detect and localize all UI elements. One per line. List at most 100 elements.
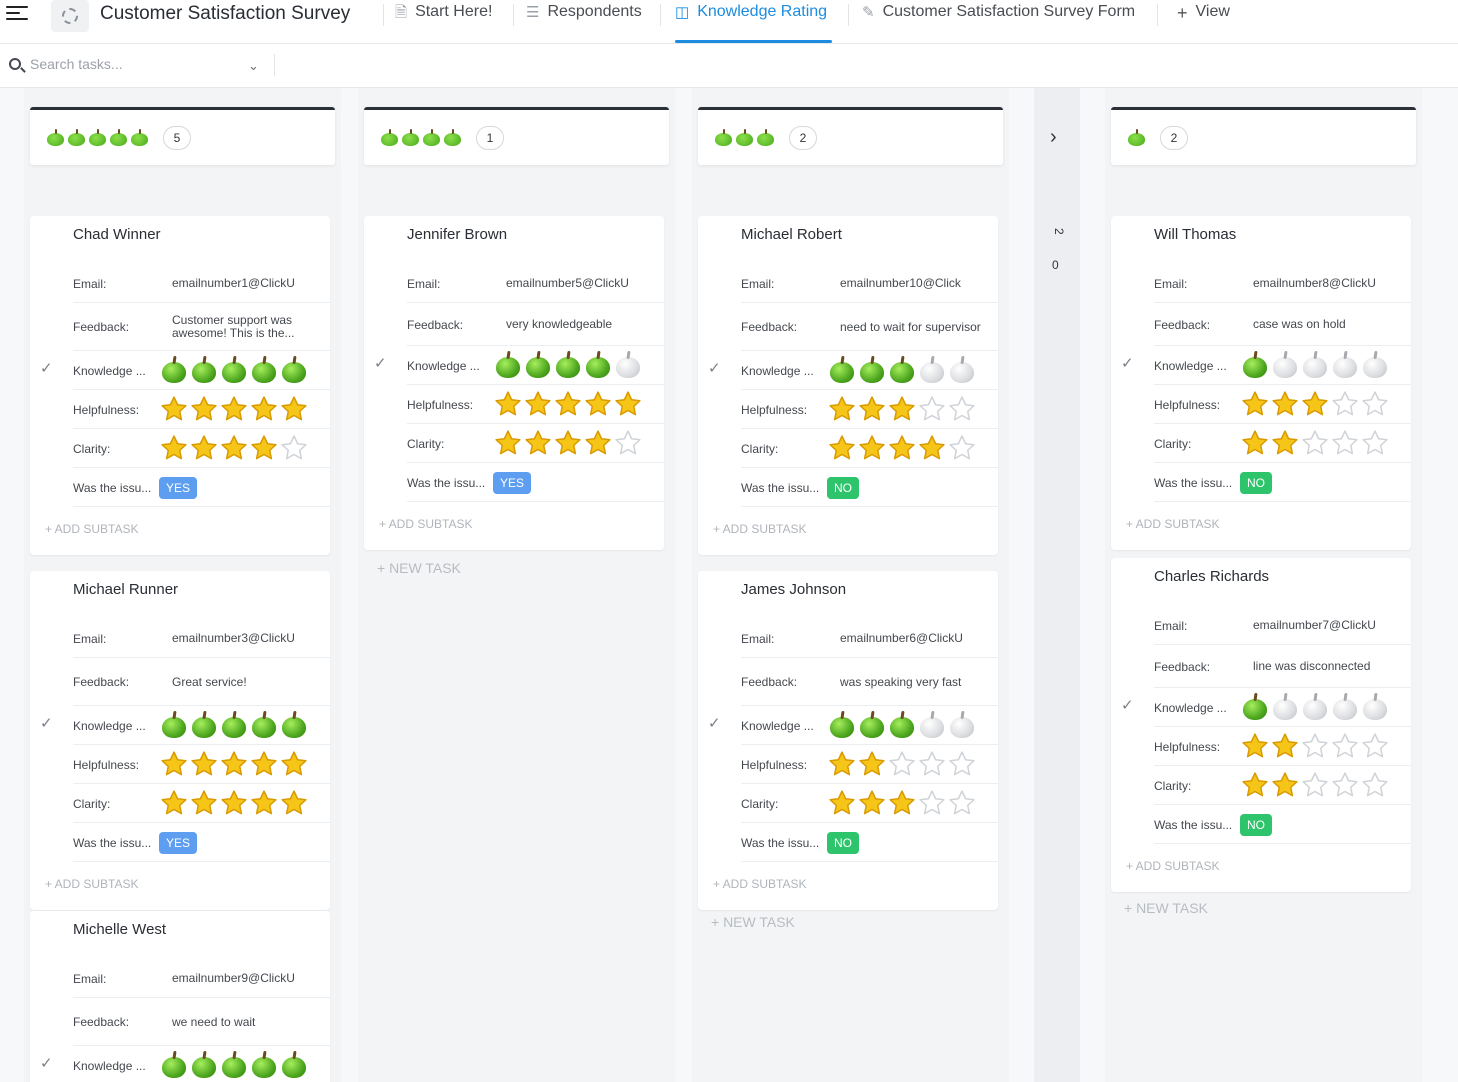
star-filled-icon[interactable]	[219, 394, 249, 424]
apple-filled-icon[interactable]	[827, 355, 857, 385]
star-filled-icon[interactable]	[553, 428, 583, 458]
star-empty-icon[interactable]	[1300, 770, 1330, 800]
apple-filled-icon[interactable]	[1240, 692, 1270, 722]
star-empty-icon[interactable]	[1360, 770, 1390, 800]
issue-resolved-badge[interactable]: NO	[827, 477, 859, 499]
task-card[interactable]: James Johnson Email: emailnumber6@ClickU Fe…	[698, 571, 998, 910]
clarity-rating[interactable]	[827, 433, 977, 463]
task-name[interactable]: Chad Winner	[73, 226, 161, 243]
task-card[interactable]: Michael Robert Email: emailnumber10@Click F…	[698, 216, 998, 555]
add-subtask-button[interactable]: + ADD SUBTASK	[45, 877, 139, 891]
column-header[interactable]: 1	[364, 107, 669, 165]
star-filled-icon[interactable]	[613, 389, 643, 419]
star-filled-icon[interactable]	[159, 433, 189, 463]
field-value-email[interactable]: emailnumber9@ClickU	[172, 971, 295, 985]
star-filled-icon[interactable]	[249, 749, 279, 779]
star-empty-icon[interactable]	[917, 749, 947, 779]
star-empty-icon[interactable]	[613, 428, 643, 458]
clarity-rating[interactable]	[493, 428, 643, 458]
apple-empty-icon[interactable]	[613, 350, 643, 380]
add-subtask-button[interactable]: + ADD SUBTASK	[379, 517, 473, 531]
checkmark-icon[interactable]: ✓	[708, 360, 721, 377]
star-empty-icon[interactable]	[1330, 428, 1360, 458]
apple-filled-icon[interactable]	[189, 710, 219, 740]
tab-start-here[interactable]: 🗎 Start Here!	[395, 3, 492, 41]
field-value-feedback[interactable]: was speaking very fast	[840, 674, 962, 689]
column-header[interactable]: 5	[30, 107, 335, 165]
column-header[interactable]: 2	[698, 107, 1003, 165]
apple-filled-icon[interactable]	[523, 350, 553, 380]
star-empty-icon[interactable]	[1330, 389, 1360, 419]
issue-resolved-badge[interactable]: YES	[159, 832, 198, 854]
collapsed-column[interactable]	[1034, 88, 1080, 1082]
apple-filled-icon[interactable]	[857, 710, 887, 740]
checkmark-icon[interactable]: ✓	[40, 360, 53, 377]
star-filled-icon[interactable]	[493, 428, 523, 458]
star-filled-icon[interactable]	[857, 788, 887, 818]
tab-respondents[interactable]: ☰ Respondents	[526, 3, 642, 41]
apple-filled-icon[interactable]	[583, 350, 613, 380]
star-filled-icon[interactable]	[827, 433, 857, 463]
star-empty-icon[interactable]	[917, 394, 947, 424]
clarity-rating[interactable]	[159, 433, 309, 463]
star-empty-icon[interactable]	[1360, 731, 1390, 761]
field-value-email[interactable]: emailnumber6@ClickU	[840, 631, 963, 645]
star-filled-icon[interactable]	[249, 394, 279, 424]
apple-filled-icon[interactable]	[159, 1050, 189, 1080]
star-filled-icon[interactable]	[1240, 428, 1270, 458]
star-filled-icon[interactable]	[857, 749, 887, 779]
field-value-feedback[interactable]: Great service!	[172, 674, 247, 689]
field-value-feedback[interactable]: need to wait for supervisor	[840, 319, 981, 334]
star-filled-icon[interactable]	[219, 433, 249, 463]
field-value-feedback[interactable]: we need to wait	[172, 1014, 256, 1029]
star-empty-icon[interactable]	[1330, 770, 1360, 800]
star-filled-icon[interactable]	[827, 788, 857, 818]
star-filled-icon[interactable]	[249, 433, 279, 463]
clarity-rating[interactable]	[1240, 770, 1390, 800]
task-name[interactable]: James Johnson	[741, 581, 847, 598]
knowledge-rating[interactable]	[159, 1050, 309, 1080]
checkmark-icon[interactable]: ✓	[374, 355, 387, 372]
apple-empty-icon[interactable]	[1330, 350, 1360, 380]
apple-filled-icon[interactable]	[1240, 350, 1270, 380]
checkmark-icon[interactable]: ✓	[40, 715, 53, 732]
add-subtask-button[interactable]: + ADD SUBTASK	[1126, 859, 1220, 873]
apple-empty-icon[interactable]	[1300, 350, 1330, 380]
star-empty-icon[interactable]	[947, 394, 977, 424]
star-filled-icon[interactable]	[1240, 770, 1270, 800]
column-header[interactable]: 2	[1111, 107, 1416, 165]
star-empty-icon[interactable]	[947, 433, 977, 463]
field-value-email[interactable]: emailnumber5@ClickU	[506, 276, 629, 290]
apple-filled-icon[interactable]	[887, 710, 917, 740]
add-view-button[interactable]: + View	[1177, 3, 1230, 41]
knowledge-rating[interactable]	[827, 710, 977, 740]
star-filled-icon[interactable]	[1270, 770, 1300, 800]
star-filled-icon[interactable]	[189, 394, 219, 424]
apple-filled-icon[interactable]	[249, 1050, 279, 1080]
star-empty-icon[interactable]	[1330, 731, 1360, 761]
star-filled-icon[interactable]	[1270, 731, 1300, 761]
tab-knowledge-rating[interactable]: ◫ Knowledge Rating	[675, 3, 827, 41]
new-task-button[interactable]: + NEW TASK	[711, 914, 795, 930]
star-empty-icon[interactable]	[279, 433, 309, 463]
field-value-email[interactable]: emailnumber10@Click	[840, 276, 961, 290]
checkmark-icon[interactable]: ✓	[40, 1055, 53, 1072]
star-filled-icon[interactable]	[857, 433, 887, 463]
add-subtask-button[interactable]: + ADD SUBTASK	[713, 877, 807, 891]
apple-filled-icon[interactable]	[219, 710, 249, 740]
apple-empty-icon[interactable]	[1270, 692, 1300, 722]
clarity-rating[interactable]	[159, 788, 309, 818]
apple-filled-icon[interactable]	[279, 1050, 309, 1080]
star-filled-icon[interactable]	[279, 749, 309, 779]
apple-empty-icon[interactable]	[1360, 350, 1390, 380]
star-filled-icon[interactable]	[1270, 389, 1300, 419]
star-filled-icon[interactable]	[523, 428, 553, 458]
checkmark-icon[interactable]: ✓	[708, 715, 721, 732]
task-name[interactable]: Jennifer Brown	[407, 226, 508, 243]
chevron-right-icon[interactable]: ›	[1050, 126, 1057, 148]
task-name[interactable]: Michael Runner	[73, 581, 179, 598]
apple-filled-icon[interactable]	[857, 355, 887, 385]
search-input[interactable]	[30, 56, 230, 72]
apple-filled-icon[interactable]	[827, 710, 857, 740]
chevron-down-icon[interactable]: ⌄	[248, 58, 259, 73]
